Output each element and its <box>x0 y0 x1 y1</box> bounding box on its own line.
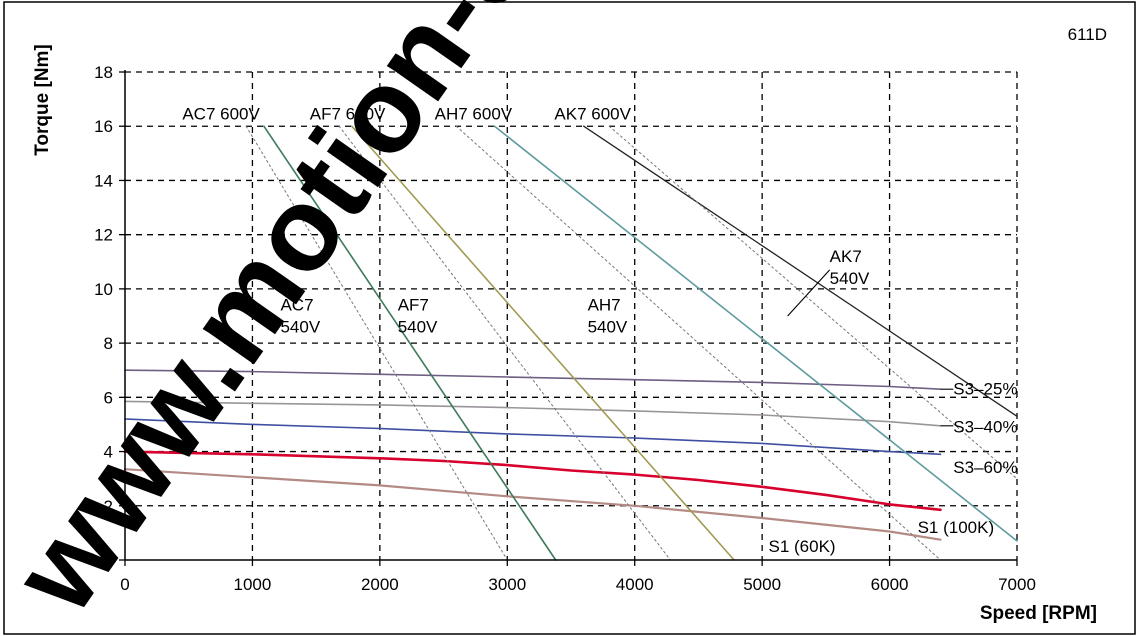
annotation-label-0: AC7 600V <box>182 104 260 123</box>
annotation-line-6-1: 540V <box>398 318 438 337</box>
annotation-label-11: S1 (100K) <box>918 518 995 537</box>
outer-frame <box>3 1 1136 635</box>
series-line-6 <box>263 125 557 561</box>
annotation-pointer-4 <box>787 269 831 317</box>
annotation-line-7-0: AH7 <box>588 296 621 315</box>
x-tick-label-6000: 6000 <box>871 575 909 594</box>
series-line-5 <box>245 125 508 561</box>
y-tick-label-10: 10 <box>94 280 113 299</box>
annotation-line-5-0: AC7 <box>280 296 313 315</box>
x-tick-label-1000: 1000 <box>234 575 272 594</box>
y-tick-label-14: 14 <box>94 171 113 190</box>
x-tick-label-4000: 4000 <box>616 575 654 594</box>
annotation-label-3: AK7 600V <box>554 104 631 123</box>
axes: 0 1000 2000 3000 4000 5000 6000 7000 0 2 4 6 8 10 12 14… <box>94 63 1036 594</box>
series-line-12 <box>608 125 1018 480</box>
x-tick-label-0: 0 <box>120 575 129 594</box>
annotation-label-5: AC7 540V <box>280 296 320 337</box>
y-tick-label-16: 16 <box>94 117 113 136</box>
series-line-3 <box>123 450 942 512</box>
annotation-label-12: S1 (60K) <box>769 537 836 556</box>
annotation-line-4-1: 540V <box>830 269 870 288</box>
watermark: www.motion-e <box>0 0 556 636</box>
x-tick-label-5000: 5000 <box>743 575 781 594</box>
y-axis-title: Torque [Nm] <box>32 44 53 156</box>
series-line-11 <box>583 125 1018 417</box>
annotation-label-9: S3–40% <box>953 418 1017 437</box>
annotation-line-11-0: S1 (100K) <box>918 518 995 537</box>
annotation-line-12-0: S1 (60K) <box>769 537 836 556</box>
series-line-10 <box>493 125 1018 542</box>
y-tick-label-4: 4 <box>104 443 113 462</box>
annotation-line-3-0: AK7 600V <box>554 104 631 123</box>
y-tick-label-2: 2 <box>104 497 113 516</box>
y-tick-label-8: 8 <box>104 334 113 353</box>
annotation-line-1-0: AF7 600V <box>310 104 386 123</box>
annotation-label-6: AF7 540V <box>398 296 438 337</box>
annotation-line-5-1: 540V <box>280 318 320 337</box>
y-tick-label-18: 18 <box>94 63 113 82</box>
annotation-label-7: AH7 540V <box>588 296 628 337</box>
annotation-line-7-1: 540V <box>588 318 628 337</box>
series-line-1 <box>124 400 942 427</box>
y-tick-label-0: 0 <box>104 551 113 570</box>
annotation-label-2: AH7 600V <box>435 104 513 123</box>
x-tick-label-3000: 3000 <box>488 575 526 594</box>
y-tick-label-12: 12 <box>94 226 113 245</box>
annotation-label-8: S3–25% <box>953 380 1017 399</box>
annotation-label-10: S3–60% <box>953 458 1017 477</box>
series-line-2 <box>124 418 942 456</box>
annotation-line-10-0: S3–60% <box>953 458 1017 477</box>
series-line-7 <box>338 125 671 561</box>
grid <box>125 71 1018 560</box>
series-line-8 <box>350 125 735 561</box>
y-tick-label-6: 6 <box>104 388 113 407</box>
series-layer <box>123 125 1018 561</box>
x-tick-label-7000: 7000 <box>998 575 1036 594</box>
annotation-line-4-0: AK7 <box>830 247 862 266</box>
annotation-line-6-0: AF7 <box>398 296 429 315</box>
series-line-4 <box>123 468 942 541</box>
annotation-line-0-0: AC7 600V <box>182 104 260 123</box>
annotation-line-9-0: S3–40% <box>953 418 1017 437</box>
x-tick-label-2000: 2000 <box>361 575 399 594</box>
corner-label: 611D <box>1068 25 1107 44</box>
series-line-9 <box>455 125 941 561</box>
annotation-line-8-0: S3–25% <box>953 380 1017 399</box>
x-axis-title: Speed [RPM] <box>980 603 1097 624</box>
annotation-line-2-0: AH7 600V <box>435 104 513 123</box>
series-line-0 <box>124 369 942 391</box>
annotation-label-4: AK7 540V <box>830 247 870 288</box>
annotation-label-1: AF7 600V <box>310 104 386 123</box>
